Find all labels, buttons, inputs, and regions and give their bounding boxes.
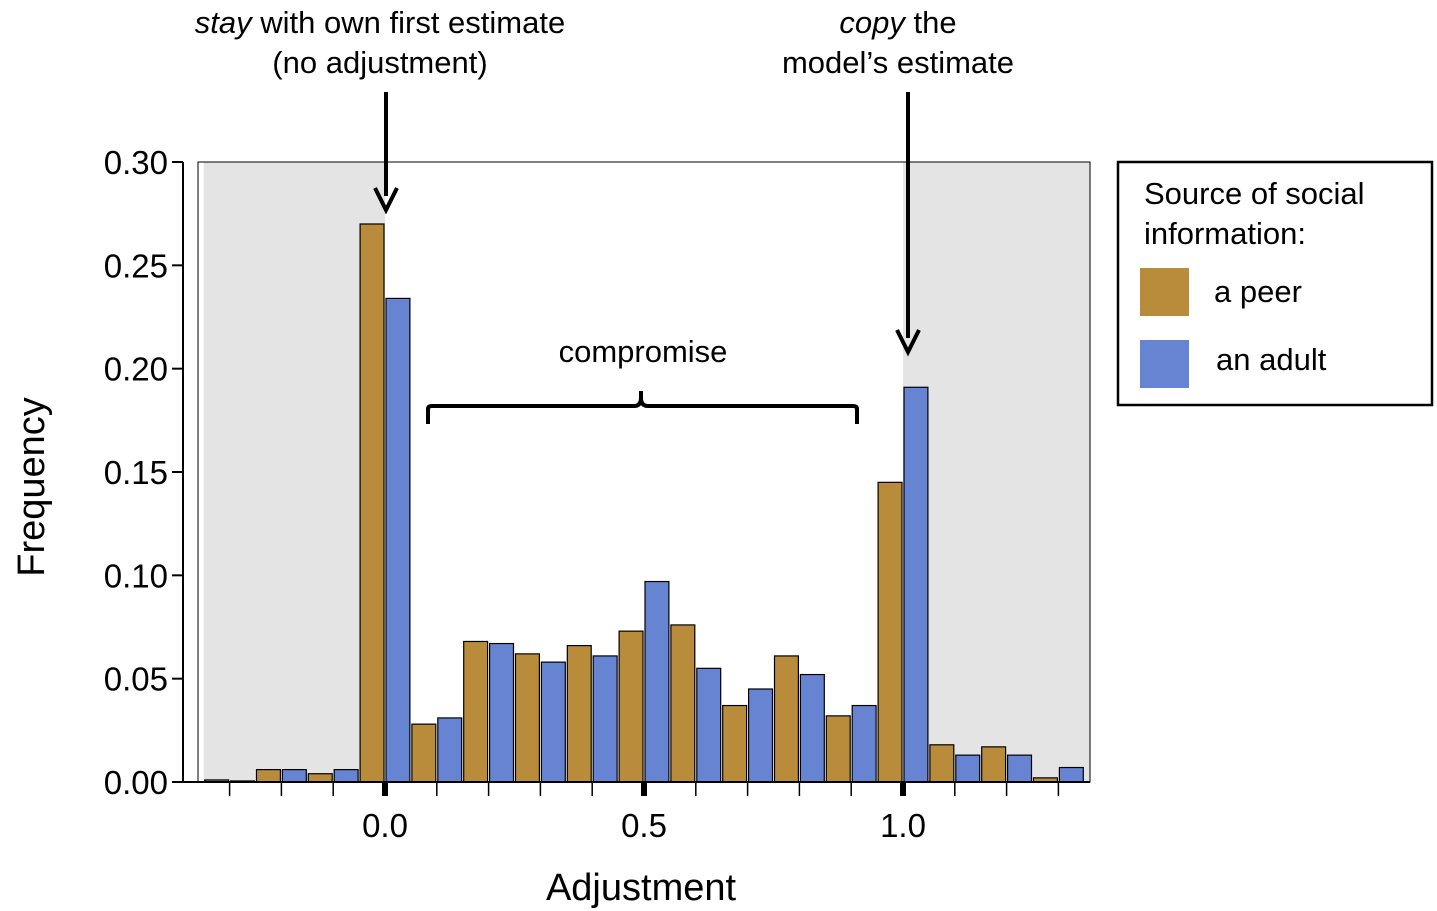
annotation-compromise: compromise xyxy=(559,334,728,369)
legend-label-adult: an adult xyxy=(1216,342,1327,377)
bar-peer-2 xyxy=(307,773,333,783)
bar-adult-5 xyxy=(489,642,515,783)
bars xyxy=(204,223,1084,783)
annotation-copy-line2: model’s estimate xyxy=(782,45,1014,80)
y-tick-label-4: 0.20 xyxy=(104,351,168,388)
bar-peer-12 xyxy=(825,715,851,783)
y-tick-label-0: 0.00 xyxy=(104,764,168,801)
bar-adult-4 xyxy=(437,717,463,783)
annotation-stay-line2: (no adjustment) xyxy=(272,45,487,80)
bar-adult-16 xyxy=(1058,766,1084,783)
y-tick-label-2: 0.10 xyxy=(104,557,168,594)
bar-adult-13 xyxy=(903,386,929,783)
legend-title-line-1: Source of social xyxy=(1144,176,1365,211)
bar-peer-13 xyxy=(877,481,903,783)
y-axis-title: Frequency xyxy=(11,397,53,577)
bar-adult-15 xyxy=(1006,754,1033,783)
annotation-stay-italic: stay xyxy=(195,5,254,40)
legend-label-peer: a peer xyxy=(1214,274,1302,309)
axes: 0.00 0.05 0.10 0.15 0.20 0.25 0.30 0.0 0.5 1.0 xyxy=(104,144,1090,844)
bar-peer-15 xyxy=(981,746,1007,783)
bar-peer-1 xyxy=(255,768,281,783)
y-tick-label-3: 0.15 xyxy=(104,454,168,491)
bar-adult-9 xyxy=(696,667,722,783)
legend-title-line-2: information: xyxy=(1144,216,1306,251)
bar-adult-3 xyxy=(385,297,411,783)
bar-peer-11 xyxy=(773,655,799,783)
bar-adult-6 xyxy=(540,661,566,783)
annotation-copy-rest: the xyxy=(905,5,957,40)
bar-adult-14 xyxy=(955,754,981,783)
bar-peer-3 xyxy=(359,223,385,783)
arrow-copy-head xyxy=(895,329,921,357)
bar-adult-10 xyxy=(747,688,774,783)
y-tick-label-5: 0.25 xyxy=(104,247,168,284)
x-tick-label-0: 0.0 xyxy=(362,807,408,844)
bar-adult-7 xyxy=(592,655,618,783)
shaded-region-1 xyxy=(903,162,1090,782)
annotation-stay: stay with own first estimate xyxy=(195,5,565,40)
annotations: stay with own first estimate (no adjustm… xyxy=(195,5,1014,424)
x-axis-title: Adjustment xyxy=(546,867,737,909)
annotation-copy: copy the xyxy=(839,5,956,40)
compromise-brace xyxy=(426,391,859,424)
bar-peer-10 xyxy=(722,704,748,783)
bar-peer-9 xyxy=(670,624,696,783)
shaded-region-0 xyxy=(203,162,385,782)
x-tick-label-1: 0.5 xyxy=(621,807,667,844)
bar-peer-8 xyxy=(618,630,644,783)
x-tick-label-2: 1.0 xyxy=(880,807,926,844)
shaded-regions xyxy=(203,162,1090,782)
bar-peer-5 xyxy=(463,640,489,783)
bar-peer-14 xyxy=(929,744,955,783)
annotation-copy-italic: copy xyxy=(839,5,907,40)
bar-adult-11 xyxy=(799,673,825,783)
bar-adult-2 xyxy=(333,768,359,783)
annotation-stay-rest: with own first estimate xyxy=(252,5,566,40)
legend: Source of social information: a peer an … xyxy=(1116,160,1434,407)
bar-adult-8 xyxy=(644,580,670,783)
bar-peer-7 xyxy=(566,644,592,783)
legend-swatch-adult xyxy=(1140,340,1189,388)
bar-peer-6 xyxy=(514,653,540,783)
bar-adult-12 xyxy=(851,704,877,783)
legend-swatch-peer xyxy=(1140,268,1189,316)
y-tick-label-1: 0.05 xyxy=(104,661,168,698)
bar-adult-1 xyxy=(281,768,307,783)
bar-peer-4 xyxy=(411,723,437,783)
y-tick-label-6: 0.30 xyxy=(104,144,168,181)
arrow-stay-head xyxy=(373,187,399,215)
